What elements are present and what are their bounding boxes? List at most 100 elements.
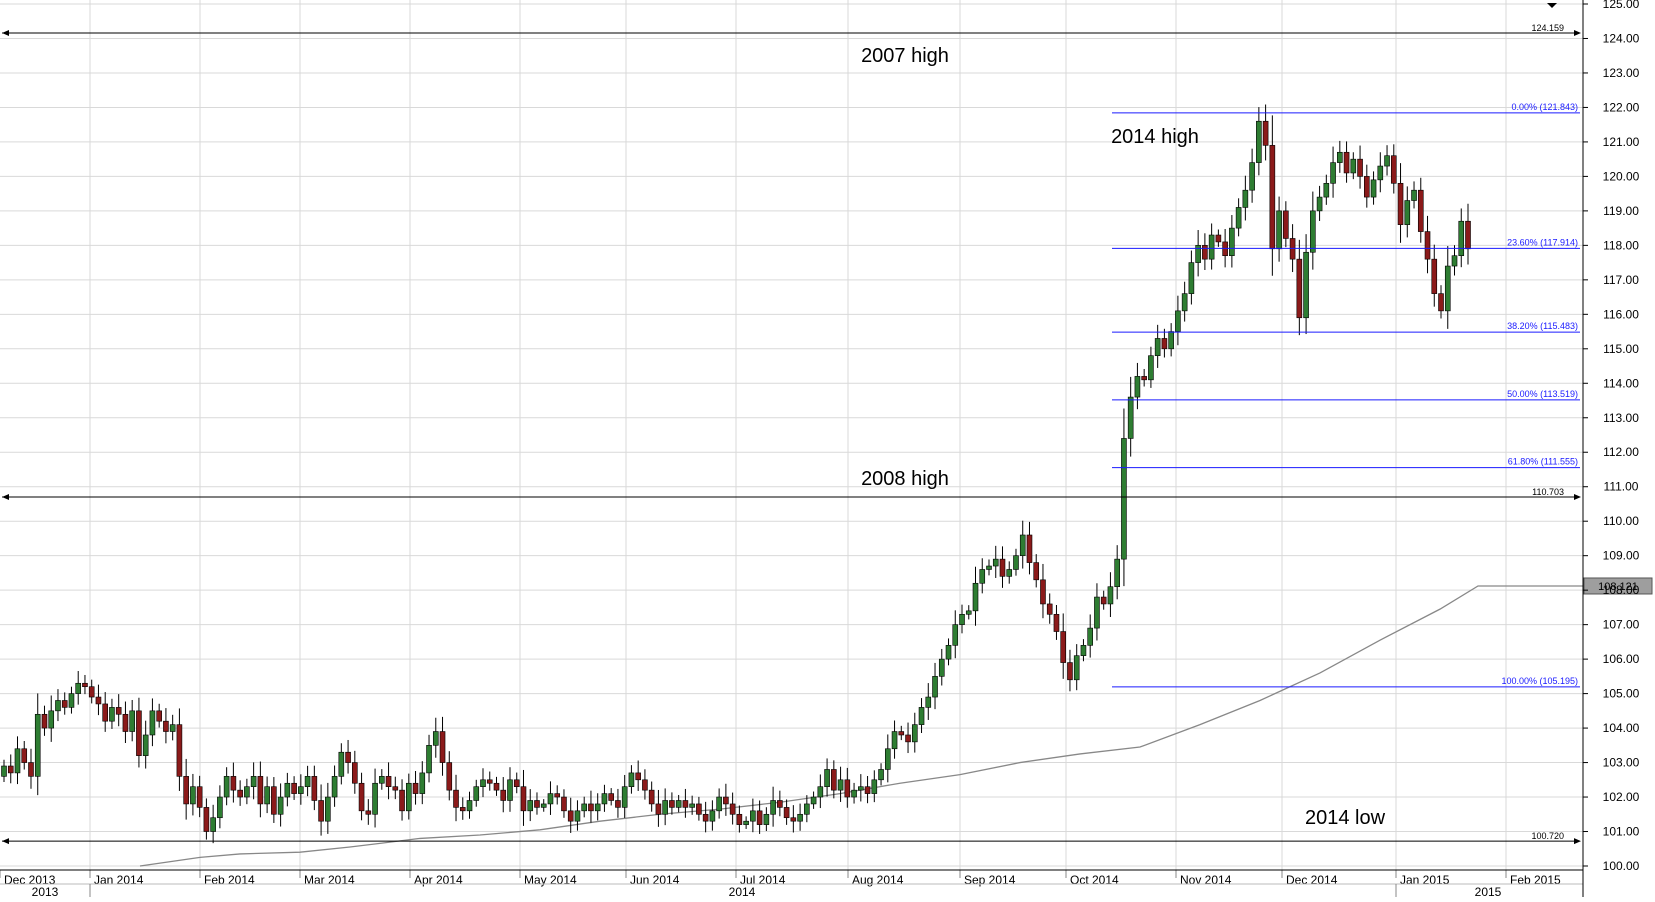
candle-down — [365, 810, 372, 815]
candle-down — [459, 807, 466, 812]
candle-up — [426, 745, 432, 774]
candle-up — [837, 779, 844, 791]
candle-down — [271, 786, 277, 815]
candle-up — [331, 776, 338, 798]
candle-up — [938, 658, 945, 677]
candle-down — [493, 782, 500, 791]
candle-down — [729, 803, 736, 815]
candle-down — [1100, 596, 1107, 605]
candle-down — [318, 800, 324, 822]
candle-up — [1384, 155, 1390, 167]
candle-down — [1283, 210, 1289, 239]
candle-up — [621, 786, 628, 808]
y-tick-label: 121.00 — [1603, 135, 1640, 149]
scroll-marker-icon — [1547, 3, 1557, 8]
candle-down — [1417, 189, 1424, 232]
x-tick-label: Jan 2015 — [1400, 873, 1450, 887]
candle-down — [1060, 631, 1067, 663]
candle-down — [1262, 120, 1269, 146]
y-tick-label: 105.00 — [1603, 687, 1640, 701]
candle-up — [581, 803, 588, 812]
y-tick-label: 101.00 — [1603, 825, 1640, 839]
candle-down — [1026, 534, 1033, 563]
candle-down — [696, 803, 702, 815]
candle-up — [432, 731, 439, 746]
candle-down — [82, 682, 88, 688]
candle-down — [446, 762, 453, 791]
candle-down — [291, 782, 297, 794]
candle-down — [723, 796, 729, 805]
candle-down — [1296, 258, 1303, 319]
candle-down — [608, 793, 614, 801]
y-tick-label: 110.00 — [1603, 514, 1639, 528]
candle-up — [1276, 210, 1282, 250]
fib-level-label: 50.00% (113.519) — [1507, 389, 1578, 399]
candle-up — [244, 786, 250, 798]
candle-up — [1013, 555, 1019, 570]
y-tick-label: 122.00 — [1603, 100, 1640, 114]
moving-average-tag — [1583, 577, 1653, 595]
candle-up — [298, 786, 304, 794]
candle-up — [878, 769, 884, 781]
candle-up — [169, 724, 176, 732]
candle-up — [1154, 338, 1161, 356]
candle-down — [399, 789, 405, 812]
candle-down — [257, 776, 264, 805]
y-tick-label: 103.00 — [1603, 756, 1640, 770]
candle-up — [372, 782, 378, 815]
candle-down — [777, 800, 783, 808]
candle-up — [1235, 207, 1242, 229]
fib-level-label: 100.00% (105.195) — [1501, 676, 1578, 686]
candle-up — [770, 800, 776, 815]
x-tick-label: Nov 2014 — [1180, 873, 1232, 887]
candle-down — [642, 779, 648, 791]
candle-down — [392, 786, 399, 791]
candle-up — [507, 779, 513, 801]
candle-down — [1424, 231, 1431, 260]
candle-up — [804, 803, 810, 815]
candle-up — [1188, 262, 1195, 294]
fib-level-label: 0.00% (121.843) — [1511, 102, 1578, 112]
candle-up — [1019, 534, 1026, 556]
candle-up — [1195, 245, 1201, 263]
candle-up — [547, 793, 554, 805]
candle-up — [1006, 569, 1013, 577]
candle-up — [1451, 255, 1458, 267]
y-tick-label: 125.00 — [1603, 0, 1640, 11]
fib-level-label: 23.60% (117.914) — [1507, 237, 1578, 247]
candle-up — [419, 772, 426, 794]
candle-up — [743, 820, 749, 825]
candle-down — [561, 796, 567, 812]
candle-up — [1350, 158, 1357, 174]
candle-up — [716, 796, 722, 812]
x-tick-label: Oct 2014 — [1070, 873, 1119, 887]
candle-up — [810, 796, 817, 805]
candle-up — [14, 748, 21, 774]
candle-down — [122, 713, 129, 732]
candle-up — [925, 696, 932, 708]
x-tick-label: Feb 2015 — [1510, 873, 1561, 887]
candle-down — [358, 782, 365, 812]
candle-up — [1411, 189, 1417, 201]
candle-up — [1444, 265, 1451, 312]
candle-down — [136, 710, 142, 756]
y-tick-label: 124.00 — [1603, 31, 1640, 45]
key-level-label: 100.720 — [1531, 831, 1564, 841]
candle-up — [871, 779, 878, 794]
candle-down — [95, 696, 102, 705]
y-tick-label: 100.00 — [1603, 859, 1640, 873]
candle-down — [102, 703, 108, 722]
candle-up — [574, 810, 581, 822]
candle-up — [1107, 586, 1114, 605]
candle-down — [1033, 562, 1040, 581]
candle-up — [1458, 220, 1465, 257]
arrow-right-icon — [1574, 838, 1581, 845]
y-tick-label: 120.00 — [1603, 169, 1640, 183]
candle-up — [932, 676, 938, 698]
candle-up — [1168, 331, 1174, 350]
key-levels: 124.159 2007 high 110.703 2008 high 100.720 2… — [2, 23, 1581, 845]
candle-down — [1067, 662, 1073, 681]
candle-up — [379, 776, 385, 784]
candle-up — [338, 751, 345, 777]
candle-up — [1256, 120, 1262, 163]
